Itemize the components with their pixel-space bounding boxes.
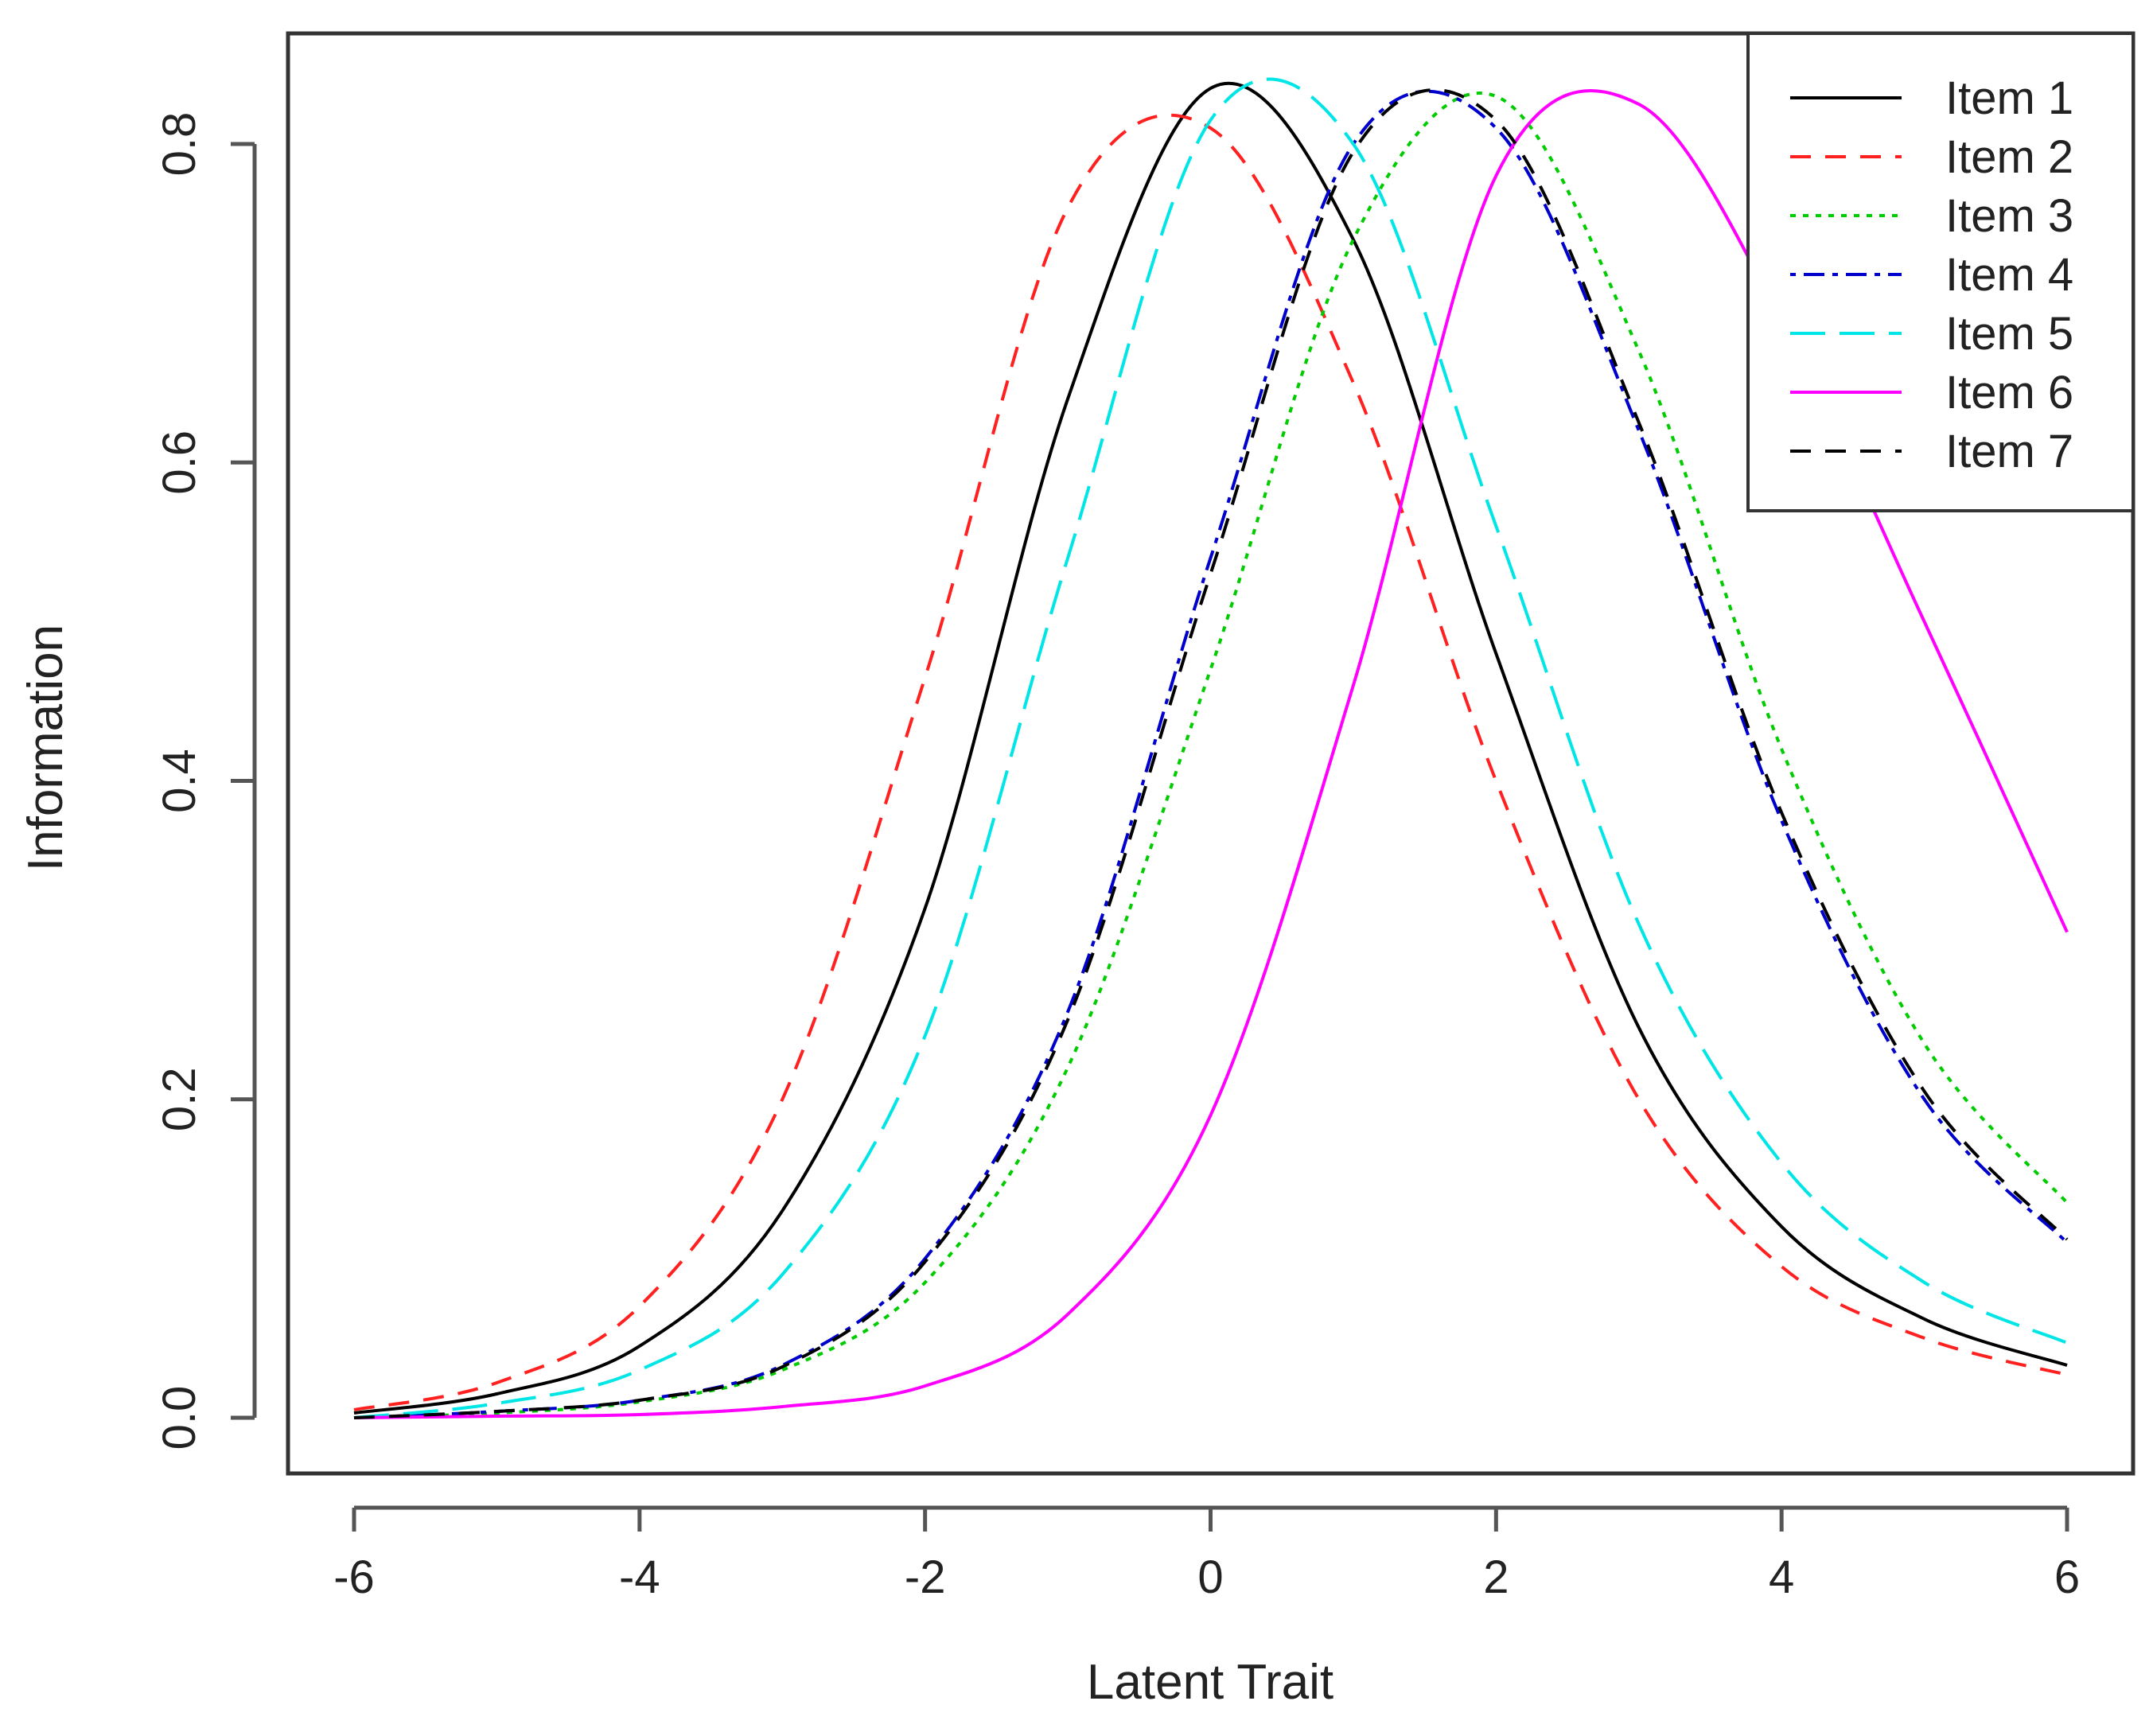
y-tick-label: 0.8 [154, 112, 205, 177]
x-tick-label: -4 [619, 1551, 660, 1603]
x-tick-label: 4 [1769, 1551, 1794, 1603]
x-tick-label: -2 [905, 1551, 946, 1603]
legend-label-item-3: Item 3 [1945, 190, 2073, 242]
series-line-item-4 [353, 89, 2069, 1419]
legend-label-item-5: Item 5 [1945, 308, 2073, 360]
y-tick-label: 0.2 [154, 1067, 205, 1131]
legend-label-item-7: Item 7 [1945, 426, 2073, 477]
series-line-item-2 [353, 113, 2068, 1411]
x-tick-label: 0 [1197, 1551, 1223, 1603]
legend-label-item-4: Item 4 [1945, 249, 2073, 301]
series-line-item-3 [353, 91, 2069, 1419]
y-tick-label: 0.6 [154, 430, 205, 495]
legend-label-item-2: Item 2 [1945, 131, 2073, 183]
legend: Item 1 Item 2 Item 3 Item 4 Item 5 Item 6 Item… [1746, 32, 2135, 512]
x-ticks: -6 -4 -2 0 2 4 6 [333, 1508, 2080, 1603]
x-tick-label: 6 [2054, 1551, 2080, 1603]
y-ticks: 0.0 0.2 0.4 0.6 0.8 [154, 112, 255, 1450]
x-axis-label: Latent Trait [1087, 1655, 1333, 1710]
series-line-item-5 [353, 77, 2068, 1419]
y-axis-label: Information [18, 625, 73, 871]
y-tick-label: 0.0 [154, 1386, 205, 1450]
legend-box [1746, 32, 2135, 512]
series-line-item-1 [353, 81, 2068, 1415]
plot-frame [286, 31, 2135, 1476]
x-tick-label: -6 [333, 1551, 375, 1603]
legend-label-item-1: Item 1 [1945, 72, 2073, 124]
x-tick-label: 2 [1483, 1551, 1509, 1603]
y-tick-label: 0.4 [154, 749, 205, 813]
legend-label-item-6: Item 6 [1945, 367, 2073, 418]
series-line-item-7 [353, 88, 2069, 1419]
